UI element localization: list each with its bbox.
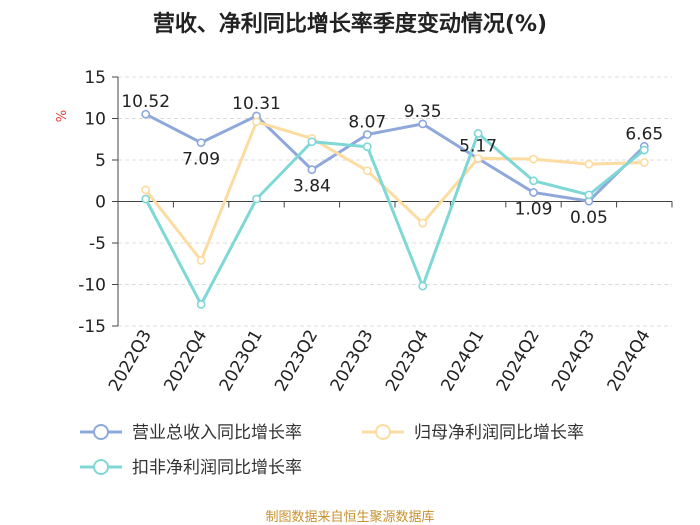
x-tick-label: 2023Q4 xyxy=(382,327,433,395)
data-label: 5.17 xyxy=(459,137,497,157)
y-axis-label: % xyxy=(55,110,70,122)
legend-label-2: 归母净利润同比增长率 xyxy=(414,423,584,443)
series-point-3 xyxy=(639,145,649,155)
x-tick-label: 2023Q1 xyxy=(216,327,267,395)
series-point-1 xyxy=(362,130,372,139)
data-label: 7.09 xyxy=(182,150,220,170)
data-label: 1.09 xyxy=(515,199,553,219)
series-point-2 xyxy=(141,185,151,195)
chart-title: 营收、净利同比增长率季度变动情况(%) xyxy=(152,12,548,37)
series-point-3 xyxy=(584,190,594,200)
data-label: 9.35 xyxy=(404,102,442,122)
series-point-3 xyxy=(473,129,483,138)
data-labels: 10.52 7.09 10.31 3.84 8.07 9.35 5.17 1.09 0.05 6.… xyxy=(121,92,663,228)
y-tick-label: 0 xyxy=(95,193,106,213)
legend-label-3: 扣非净利润同比增长率 xyxy=(132,458,302,478)
legend-marker-1 xyxy=(93,424,109,440)
x-tick-label: 2024Q2 xyxy=(493,327,544,395)
series-line-3 xyxy=(144,131,646,306)
x-tick-label: 2022Q3 xyxy=(105,327,156,395)
series-line-2 xyxy=(144,120,645,262)
y-tick-label: 10 xyxy=(84,110,106,130)
legend-label-1: 营业总收入同比增长率 xyxy=(132,423,302,443)
data-label: 0.05 xyxy=(570,208,608,228)
data-label: 3.84 xyxy=(293,177,331,197)
x-tick-label: 2023Q3 xyxy=(327,327,378,395)
series-point-1 xyxy=(418,119,428,129)
series-point-2 xyxy=(252,117,261,127)
series-point-2 xyxy=(473,153,483,163)
x-tick-label: 2022Q4 xyxy=(160,327,211,395)
series-point-3 xyxy=(418,281,428,291)
series-point-3 xyxy=(529,176,538,186)
series-point-2 xyxy=(196,256,206,265)
data-label: 6.65 xyxy=(625,124,663,144)
y-tick-label: -5 xyxy=(89,234,106,254)
x-tick-label: 2024Q4 xyxy=(604,327,655,395)
series-point-2 xyxy=(418,218,428,228)
data-label: 10.31 xyxy=(232,94,281,114)
x-tick-label: 2024Q1 xyxy=(437,326,488,394)
source-note: 制图数据来自恒生聚源数据库 xyxy=(265,510,435,525)
series-point-3 xyxy=(307,137,317,147)
series-point-3 xyxy=(141,194,151,204)
series-point-1 xyxy=(141,109,151,119)
series-lines xyxy=(141,109,649,309)
series-point-1 xyxy=(307,165,317,175)
series-point-2 xyxy=(529,154,538,164)
legend-marker-3 xyxy=(93,459,109,475)
series-point-2 xyxy=(584,159,594,169)
series-point-1 xyxy=(529,188,538,197)
y-tick-label: -10 xyxy=(78,276,106,296)
series-point-1 xyxy=(196,138,206,148)
series-point-3 xyxy=(196,300,206,309)
x-tick-label: 2023Q2 xyxy=(271,327,322,395)
legend-marker-2 xyxy=(375,424,391,440)
x-tick-label: 2024Q3 xyxy=(548,327,599,395)
data-label: 8.07 xyxy=(348,113,386,133)
series-point-3 xyxy=(252,194,261,204)
series-point-2 xyxy=(639,158,649,167)
data-label: 10.52 xyxy=(121,92,170,112)
series-line-1 xyxy=(145,112,646,203)
y-tick-label: -15 xyxy=(78,317,106,337)
y-tick-label: 15 xyxy=(84,68,106,88)
series-point-3 xyxy=(362,142,372,152)
y-tick-label: 5 xyxy=(95,151,106,171)
series-point-2 xyxy=(362,166,372,176)
